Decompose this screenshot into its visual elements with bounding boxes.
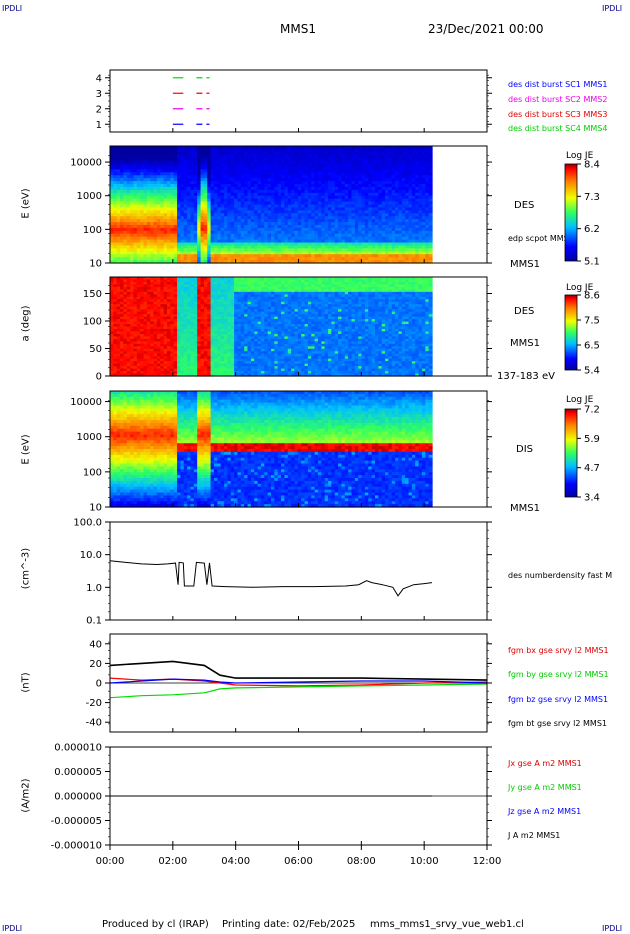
field-panel-ytick-label: 40 <box>89 639 102 650</box>
xaxis-tick-label: 12:00 <box>473 856 502 867</box>
scpot-label: edp scpot MMS1 <box>508 234 574 243</box>
current-legend-jx: Jx gse A m2 MMS1 <box>508 759 582 768</box>
density-panel-frame <box>109 521 488 621</box>
field-by-line <box>109 683 488 699</box>
dis-energy-colorbar-tick-label: 5.9 <box>584 434 600 445</box>
field-panel-ytick-label: 20 <box>89 659 102 670</box>
plot-date: 23/Dec/2021 00:00 <box>428 22 544 36</box>
xaxis-tick-label: 00:00 <box>96 856 125 867</box>
des-pitch-panel-ytick-label: 0 <box>96 372 102 383</box>
field-bt-line <box>109 660 488 681</box>
des-energy-panel-ytick-label: 1000 <box>77 191 102 202</box>
burst-legend-sc1: des dist burst SC1 MMS1 <box>508 80 608 89</box>
dis-energy-panel-ytick-label: 100 <box>83 467 102 478</box>
field-panel-ytick-label: -40 <box>86 718 102 729</box>
dis-energy-colorbar <box>564 408 578 498</box>
burst-panel-ytick-label: 1 <box>96 120 102 131</box>
burst-legend-sc3: des dist burst SC3 MMS3 <box>508 110 608 119</box>
des-energy-sat: MMS1 <box>510 259 540 270</box>
des-pitch-sat: MMS1 <box>510 338 540 349</box>
current-legend-jz: Jz gse A m2 MMS1 <box>508 807 582 816</box>
dis-energy-instrument: DIS <box>516 444 533 455</box>
field-panel-ytick-label: 0 <box>96 679 102 690</box>
dis-energy-colorbar-title: Log JE <box>566 395 594 405</box>
des-energy-colorbar-title: Log JE <box>566 151 594 161</box>
des-energy-colorbar-tick-label: 6.2 <box>584 224 600 235</box>
corner-mark-top-right: IPDLI <box>602 4 623 13</box>
corner-mark-bottom-right: IPDLI <box>602 924 623 933</box>
density-panel-ytick-label: 0.1 <box>86 616 102 627</box>
dis-energy-sat: MMS1 <box>510 503 540 514</box>
dis-energy-colorbar-tick-label: 3.4 <box>584 493 600 504</box>
plot-title: MMS1 <box>280 22 316 36</box>
des-energy-panel-ytick-label: 10000 <box>70 158 102 169</box>
dis-energy-panel-ytick-label: 10 <box>89 503 102 514</box>
xaxis-tick-label: 04:00 <box>221 856 250 867</box>
footer-printing-date: Printing date: 02/Feb/2025 <box>222 919 356 930</box>
burst-panel-ytick-label: 3 <box>96 89 102 100</box>
des-pitch-panel-ytick-label: 100 <box>83 317 102 328</box>
pitch-energy-range: 137-183 eV <box>497 371 555 382</box>
burst-panel-ytick-label: 4 <box>96 73 102 84</box>
des-energy-colorbar-tick-label: 5.1 <box>584 257 600 268</box>
des-energy-colorbar-tick-label: 8.4 <box>584 160 600 171</box>
des-pitch-panel-ytick-label: 50 <box>89 344 102 355</box>
des-pitch-colorbar-tick-label: 6.5 <box>584 341 600 352</box>
des-pitch-panel-ytick-label: 150 <box>83 289 102 300</box>
current-legend-j: J A m2 MMS1 <box>508 831 561 840</box>
xaxis-tick-label: 06:00 <box>284 856 313 867</box>
des-energy-spectrogram <box>110 146 433 264</box>
density-line <box>109 560 433 597</box>
xaxis-tick-label: 08:00 <box>347 856 376 867</box>
dis-energy-panel-ytick-label: 1000 <box>77 432 102 443</box>
density-panel-ytick-label: 100.0 <box>73 518 102 529</box>
corner-mark-bottom-left: IPDLI <box>2 924 23 933</box>
corner-mark-top-left: IPDLI <box>2 4 23 13</box>
des-pitch-instrument: DES <box>514 306 535 317</box>
des-pitch-colorbar-tick-label: 5.4 <box>584 366 600 377</box>
burst-legend-sc2: des dist burst SC2 MMS2 <box>508 95 608 104</box>
current-legend-jy: Jy gse A m2 MMS1 <box>508 783 582 792</box>
density-legend: des numberdensity fast M <box>508 571 613 580</box>
des-pitch-spectrogram <box>110 277 433 377</box>
des-pitch-colorbar-tick-label: 8.6 <box>584 291 600 302</box>
footer-produced: Produced by cl (IRAP) <box>102 919 209 930</box>
des-energy-panel-ytick-label: 10 <box>89 259 102 270</box>
dis-energy-colorbar-tick-label: 4.7 <box>584 463 600 474</box>
field-legend-bz: fgm bz gse srvy l2 MMS1 <box>508 695 609 704</box>
des-pitch-colorbar-title: Log JE <box>566 283 594 293</box>
field-legend-bt: fgm bt gse srvy l2 MMS1 <box>508 719 607 728</box>
field-legend-by: fgm by gse srvy l2 MMS1 <box>508 670 609 679</box>
des-pitch-colorbar <box>564 294 578 371</box>
xaxis-tick-label: 10:00 <box>410 856 439 867</box>
dis-energy-panel-ytick-label: 10000 <box>70 397 102 408</box>
field-panel-ytick-label: -20 <box>86 698 102 709</box>
density-panel-ytick-label: 1.0 <box>86 583 102 594</box>
current-panel-ytick-label: -0.000010 <box>51 841 102 852</box>
des-pitch-colorbar-tick-label: 7.5 <box>584 316 600 327</box>
burst-legend-sc4: des dist burst SC4 MMS4 <box>508 124 608 133</box>
des-energy-instrument: DES <box>514 200 535 211</box>
current-panel-ytick-label: -0.000005 <box>51 816 102 827</box>
current-panel-ytick-label: 0.000000 <box>54 792 102 803</box>
dis-energy-spectrogram <box>110 391 433 508</box>
current-panel-ytick-label: 0.000005 <box>54 767 102 778</box>
current-panel-ytick-label: 0.000010 <box>54 743 102 754</box>
field-legend-bx: fgm bx gse srvy l2 MMS1 <box>508 646 609 655</box>
burst-panel-ytick-label: 2 <box>96 104 102 115</box>
dis-energy-colorbar-tick-label: 7.2 <box>584 405 600 416</box>
xaxis-tick-label: 02:00 <box>158 856 187 867</box>
footer-filename: mms_mms1_srvy_vue_web1.cl <box>370 919 524 930</box>
des-energy-colorbar <box>564 163 578 262</box>
field-bz-line <box>109 678 488 684</box>
des-energy-panel-ytick-label: 100 <box>83 225 102 236</box>
burst-panel-frame <box>109 69 488 133</box>
des-energy-colorbar-tick-label: 7.3 <box>584 192 600 203</box>
density-panel-ytick-label: 10.0 <box>80 550 102 561</box>
